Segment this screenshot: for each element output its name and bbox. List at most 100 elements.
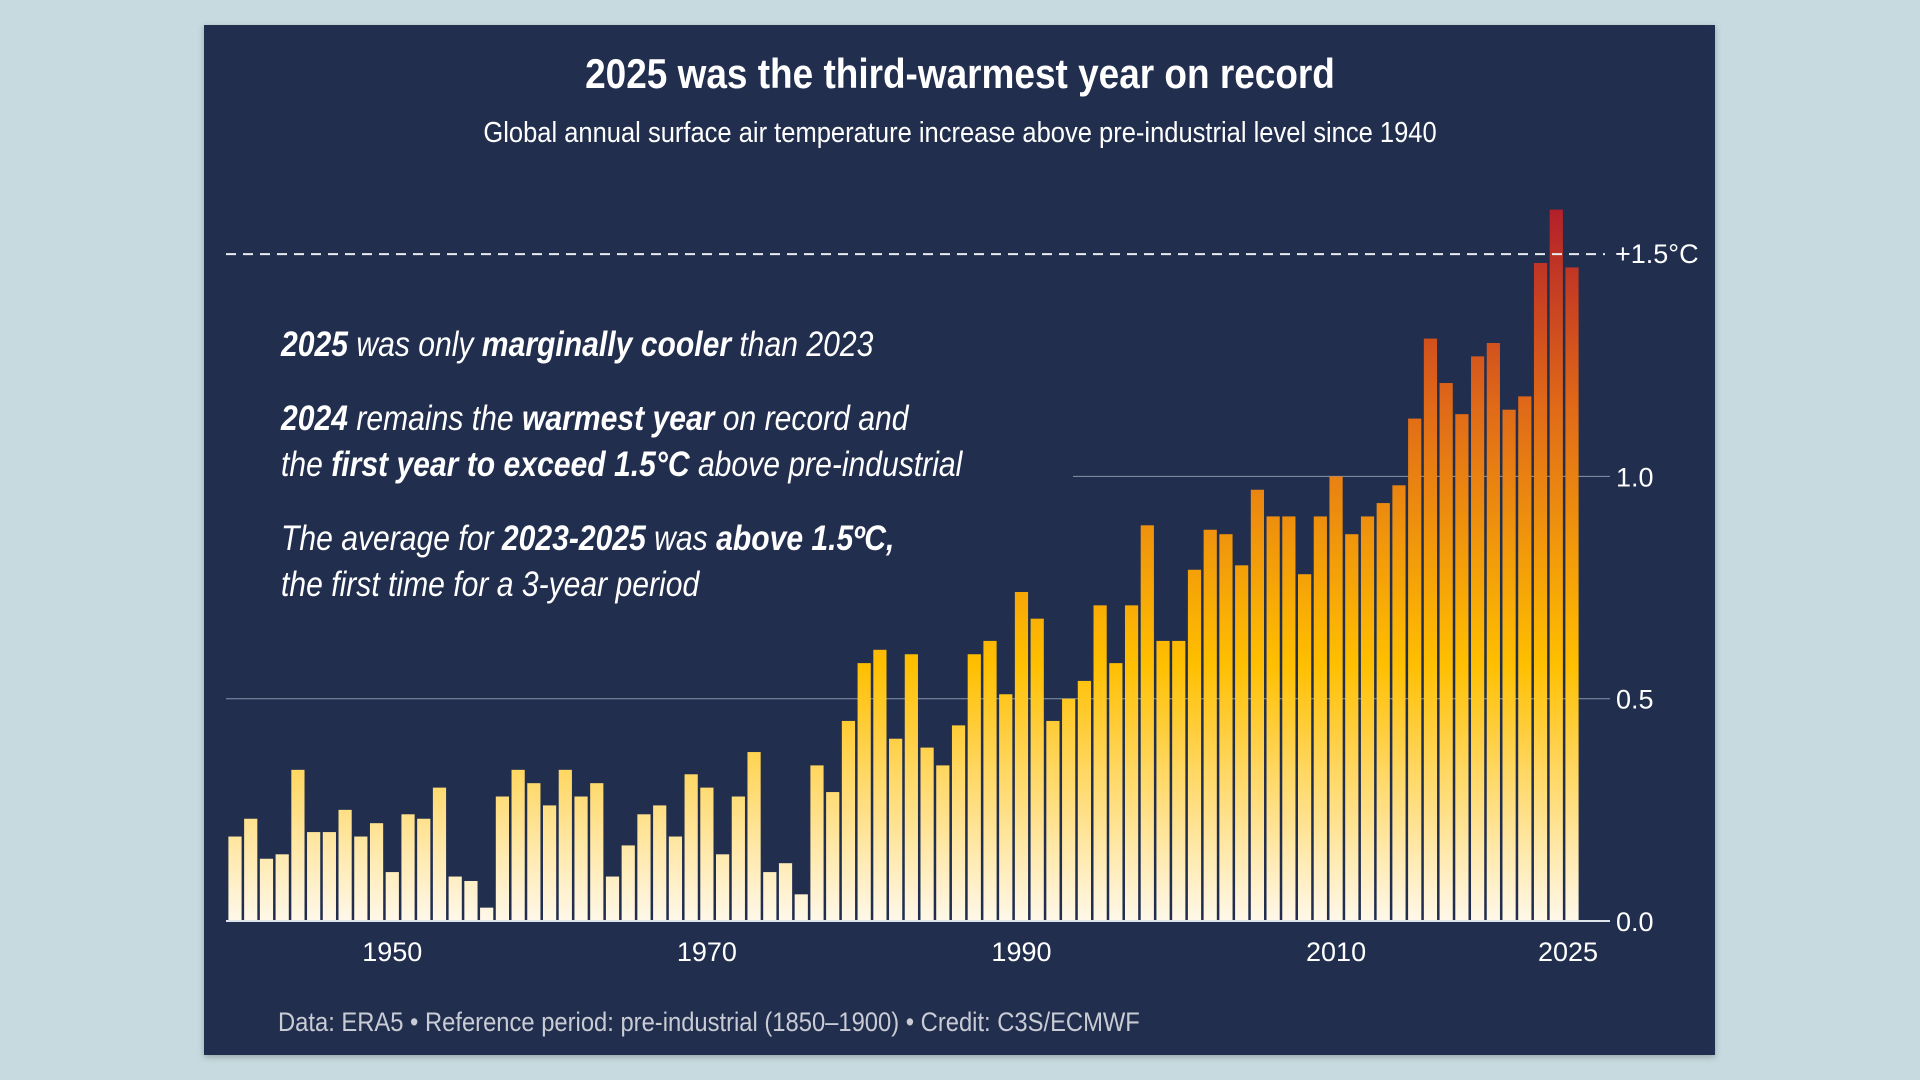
bar-2007 (1282, 516, 1296, 921)
bar-1942 (259, 858, 274, 921)
bar-1994 (1077, 680, 1091, 921)
bar-1956 (480, 907, 494, 921)
annotation-text: on record and (714, 399, 909, 438)
bar-1989 (999, 694, 1013, 921)
bar-1995 (1093, 605, 1107, 921)
bar-1999 (1156, 640, 1170, 921)
annotation-line: 2025 was only marginally cooler than 202… (281, 322, 873, 368)
annotation-3: The average for 2023-2025 was above 1.5º… (281, 516, 894, 608)
bar-2023 (1533, 262, 1548, 921)
bar-1984 (920, 747, 934, 921)
bar-1983 (904, 654, 918, 921)
reference-line-label: +1.5°C (1615, 239, 1699, 269)
bar-2011 (1345, 534, 1359, 921)
y-tick-label: 1.0 (1616, 462, 1654, 492)
annotation-bold-text: above 1.5ºC, (716, 519, 895, 558)
x-tick-label: 2010 (1306, 937, 1366, 967)
bar-2010 (1329, 476, 1343, 921)
y-tick-label: 0.0 (1616, 907, 1654, 937)
annotation-text: than 2023 (731, 325, 874, 364)
bar-2013 (1376, 503, 1390, 921)
bar-1958 (511, 769, 525, 921)
footnote: Data: ERA5 • Reference period: pre-indus… (278, 1007, 1140, 1037)
bar-1955 (464, 880, 478, 921)
x-tick-label: 1950 (362, 937, 422, 967)
x-tick-label: 1990 (991, 937, 1051, 967)
bar-2004 (1235, 565, 1249, 921)
bar-2003 (1219, 534, 1233, 921)
bar-1946 (322, 832, 336, 921)
bar-2019 (1471, 356, 1485, 921)
bar-1944 (291, 769, 305, 921)
bar-1975 (778, 863, 793, 921)
annotation-line: 2024 remains the warmest year on record … (281, 396, 962, 442)
annotation-bold-text: 2023-2025 (501, 519, 646, 558)
bar-1959 (527, 783, 541, 921)
bar-1971 (716, 854, 730, 921)
bar-2017 (1439, 383, 1453, 921)
bar-1949 (369, 823, 384, 921)
bar-1982 (889, 738, 903, 921)
bar-2001 (1187, 569, 1202, 921)
annotation-text: remains the (347, 399, 522, 438)
bar-1957 (495, 796, 509, 921)
annotation-line: the first time for a 3-year period (281, 562, 894, 608)
bar-2014 (1392, 485, 1406, 921)
y-tick-label: 0.5 (1616, 685, 1654, 715)
bar-1961 (558, 769, 572, 921)
bar-2021 (1502, 409, 1516, 921)
bar-1948 (354, 836, 368, 921)
annotation-bold-text: 2025 (281, 325, 348, 364)
bar-1962 (574, 796, 588, 921)
chart-title: 2025 was the third-warmest year on recor… (585, 50, 1335, 97)
bar-2024 (1549, 209, 1563, 921)
bar-1986 (951, 725, 966, 921)
annotation-1: 2025 was only marginally cooler than 202… (281, 322, 873, 368)
annotation-text: was only (347, 325, 482, 364)
bar-1941 (244, 818, 258, 921)
bar-1972 (731, 796, 745, 921)
bar-1973 (747, 752, 761, 921)
bar-1950 (385, 872, 399, 921)
bar-1992 (1046, 720, 1060, 921)
annotation-bold-text: first year to exceed 1.5°C (331, 445, 690, 484)
annotation-line: The average for 2023-2025 was above 1.5º… (281, 516, 894, 562)
bar-2008 (1298, 574, 1312, 921)
bar-1953 (432, 787, 447, 921)
bar-1947 (338, 809, 352, 921)
bar-1960 (542, 805, 557, 921)
x-tick-label: 2025 (1538, 937, 1598, 967)
annotation-line: the first year to exceed 1.5°C above pre… (281, 442, 962, 488)
bar-1976 (794, 894, 808, 921)
annotation-2: 2024 remains the warmest year on record … (281, 396, 962, 488)
bar-1998 (1140, 525, 1154, 921)
bar-2005 (1250, 489, 1265, 921)
bar-1970 (700, 787, 714, 921)
bar-2000 (1172, 640, 1186, 921)
annotation-text: the first time for a 3-year period (281, 565, 700, 604)
chart-subtitle: Global annual surface air temperature in… (483, 117, 1437, 149)
bar-1997 (1124, 605, 1139, 921)
bar-2025 (1565, 267, 1579, 921)
annotation-text: above pre-industrial (689, 445, 963, 484)
bar-1980 (857, 663, 871, 921)
bar-1985 (936, 765, 950, 921)
annotation-text: the (281, 445, 332, 484)
bar-1963 (590, 783, 604, 921)
bar-1993 (1062, 698, 1076, 921)
bar-1952 (417, 818, 431, 921)
bar-2018 (1455, 414, 1469, 921)
bar-1977 (810, 765, 824, 921)
annotation-text: The average for (281, 519, 502, 558)
bar-1965 (621, 845, 635, 921)
bar-1979 (841, 720, 856, 921)
bar-1991 (1030, 618, 1044, 921)
annotation-bold-text: 2024 (281, 399, 348, 438)
bar-1969 (684, 774, 698, 921)
annotation-text: was (645, 519, 717, 558)
bar-2012 (1360, 516, 1375, 921)
bar-1964 (605, 876, 620, 921)
bar-1988 (983, 640, 997, 921)
bar-2022 (1518, 396, 1532, 921)
